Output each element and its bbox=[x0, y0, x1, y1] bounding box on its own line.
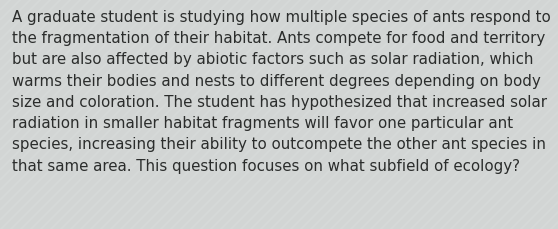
Text: A graduate student is studying how multiple species of ants respond to the fragm: A graduate student is studying how multi… bbox=[12, 10, 551, 173]
